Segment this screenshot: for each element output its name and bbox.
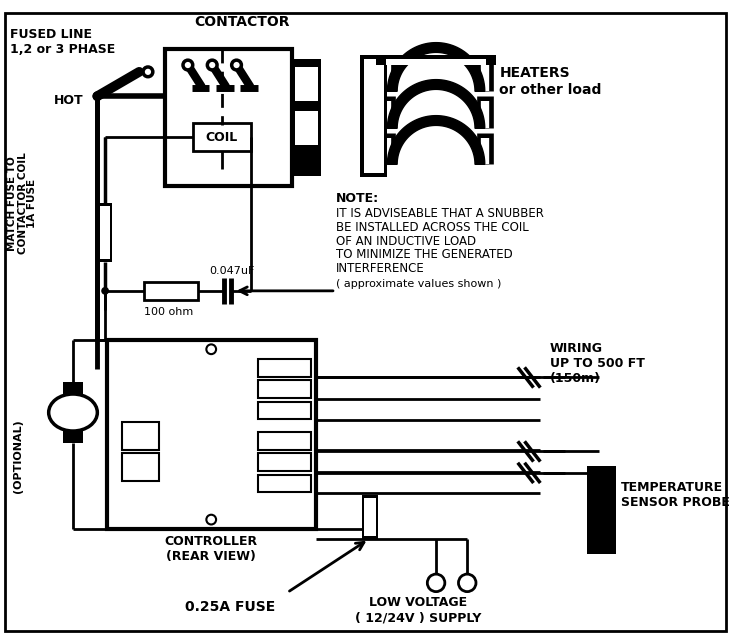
Bar	[364, 59, 384, 173]
Text: (OPTIONAL): (OPTIONAL)	[13, 419, 23, 493]
Bar	[587, 466, 616, 554]
Text: HIGH
LIMIT: HIGH LIMIT	[57, 402, 89, 423]
Text: LOW VOLTAGE
( 12/24V ) SUPPLY: LOW VOLTAGE ( 12/24V ) SUPPLY	[355, 596, 481, 624]
Bar	[258, 432, 312, 450]
Bar	[258, 475, 312, 493]
Text: NOTE:: NOTE:	[336, 192, 379, 205]
Text: COIL: COIL	[206, 131, 238, 144]
Text: 0.047uF: 0.047uF	[210, 267, 255, 276]
Text: OF AN INDUCTIVE LOAD: OF AN INDUCTIVE LOAD	[336, 234, 476, 248]
Text: WIRING
UP TO 500 FT
(150m): WIRING UP TO 500 FT (150m)	[550, 343, 645, 385]
Text: 0.25A FUSE: 0.25A FUSE	[185, 600, 275, 614]
Text: IT IS ADVISEABLE THAT A SNUBBER: IT IS ADVISEABLE THAT A SNUBBER	[336, 207, 544, 220]
Ellipse shape	[49, 394, 98, 431]
Circle shape	[143, 67, 152, 77]
Text: MATCH FUSE TO
CONTACTOR COIL: MATCH FUSE TO CONTACTOR COIL	[7, 153, 29, 254]
Text: TEMPERATURE
SENSOR PROBE: TEMPERATURE SENSOR PROBE	[621, 481, 730, 509]
Circle shape	[207, 60, 217, 70]
Circle shape	[207, 515, 216, 524]
Bar	[258, 453, 312, 471]
Bar	[295, 111, 318, 145]
Circle shape	[458, 574, 476, 592]
Bar	[258, 402, 312, 419]
Text: ( approximate values shown ): ( approximate values shown )	[336, 279, 501, 289]
Circle shape	[183, 60, 193, 70]
Bar	[362, 495, 378, 539]
Polygon shape	[388, 43, 484, 91]
Text: FUSED LINE
1,2 or 3 PHASE: FUSED LINE 1,2 or 3 PHASE	[10, 28, 115, 56]
Text: HOT: HOT	[53, 93, 83, 106]
Bar	[98, 204, 112, 261]
Bar	[360, 55, 388, 177]
Bar	[63, 431, 83, 442]
Bar	[258, 381, 312, 398]
Text: CONTACTOR: CONTACTOR	[195, 15, 290, 29]
Circle shape	[231, 60, 241, 70]
Circle shape	[207, 345, 216, 354]
Bar	[193, 124, 251, 151]
Bar	[376, 55, 496, 65]
Text: INTERFERENCE: INTERFERENCE	[336, 262, 424, 275]
Text: 100 ohm: 100 ohm	[144, 307, 193, 317]
Bar	[122, 422, 158, 450]
Text: HEATERS
or other load: HEATERS or other load	[499, 66, 602, 97]
Bar	[258, 359, 312, 377]
Text: CONTROLLER
(REAR VIEW): CONTROLLER (REAR VIEW)	[164, 535, 258, 563]
Text: TO MINIMIZE THE GENERATED: TO MINIMIZE THE GENERATED	[336, 249, 513, 261]
Bar	[101, 206, 110, 259]
Bar	[107, 339, 316, 529]
Circle shape	[92, 91, 102, 101]
Bar	[63, 383, 83, 394]
Bar	[364, 498, 376, 536]
Bar	[122, 453, 158, 480]
Bar	[144, 282, 198, 299]
Bar	[295, 67, 318, 101]
Bar	[165, 50, 292, 185]
Polygon shape	[388, 116, 484, 164]
Bar	[292, 59, 321, 176]
Text: 1A FUSE: 1A FUSE	[27, 178, 37, 228]
Circle shape	[427, 574, 445, 592]
Polygon shape	[388, 80, 484, 128]
Text: BE INSTALLED ACROSS THE COIL: BE INSTALLED ACROSS THE COIL	[336, 221, 529, 234]
Circle shape	[101, 287, 109, 295]
Bar	[387, 59, 486, 65]
